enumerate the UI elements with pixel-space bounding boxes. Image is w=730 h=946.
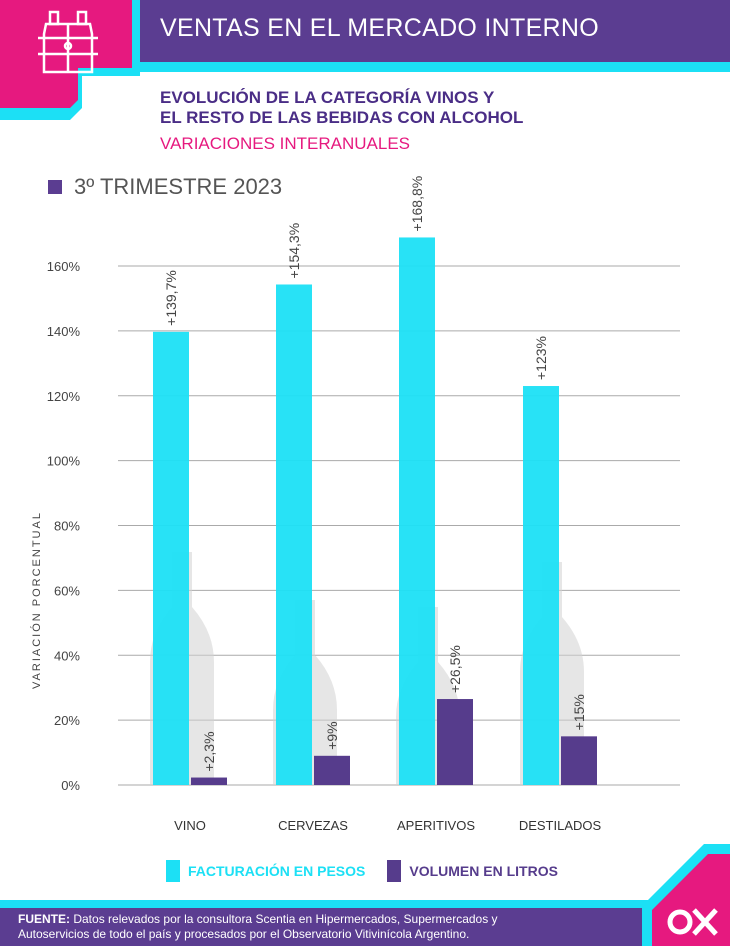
data-label: +139,7% <box>163 270 179 326</box>
data-label: +168,8% <box>409 176 425 232</box>
y-axis-title: VARIACIÓN PORCENTUAL <box>30 511 43 689</box>
page-title: VENTAS EN EL MERCADO INTERNO <box>160 14 600 42</box>
data-label: +2,3% <box>201 731 217 771</box>
legend-item-volumen: VOLUMEN EN LITROS <box>387 860 558 882</box>
legend-label-volumen: VOLUMEN EN LITROS <box>409 863 558 879</box>
footer-bar <box>0 908 730 946</box>
bar-volumen <box>191 777 227 785</box>
x-tick-label: VINO <box>174 818 206 833</box>
wine-bottles-icon <box>0 0 140 120</box>
period-swatch <box>48 180 62 194</box>
legend-item-facturacion: FACTURACIÓN EN PESOS <box>166 860 365 882</box>
subtitle-line-2: EL RESTO DE LAS BEBIDAS CON ALCOHOL <box>160 108 524 127</box>
y-tick-label: 60% <box>54 583 80 598</box>
bar-facturacion <box>523 386 559 785</box>
variations-label: VARIACIONES INTERANUALES <box>160 134 411 153</box>
y-tick-label: 120% <box>47 389 81 404</box>
y-tick-label: 80% <box>54 519 80 534</box>
data-label: +26,5% <box>447 645 463 693</box>
x-tick-label: APERITIVOS <box>397 818 475 833</box>
x-tick-label: DESTILADOS <box>519 818 602 833</box>
footer-accent-stripe <box>0 900 730 908</box>
legend-label-facturacion: FACTURACIÓN EN PESOS <box>188 863 366 879</box>
y-tick-label: 0% <box>61 778 80 793</box>
header-accent-stripe <box>0 62 730 72</box>
bar-facturacion <box>399 237 435 785</box>
data-label: +123% <box>533 336 549 380</box>
y-tick-label: 40% <box>54 648 80 663</box>
source-note: FUENTE: Datos relevados por la consultor… <box>18 912 498 942</box>
legend-swatch-facturacion <box>166 860 180 882</box>
period-legend: 3º TRIMESTRE 2023 <box>48 174 282 200</box>
chart-legend: FACTURACIÓN EN PESOS VOLUMEN EN LITROS <box>166 860 580 882</box>
subtitle-line-1: EVOLUCIÓN DE LA CATEGORÍA VINOS Y <box>160 88 495 107</box>
y-tick-label: 140% <box>47 324 81 339</box>
data-label: +9% <box>324 721 340 749</box>
source-text: Datos relevados por la consultora Scenti… <box>18 912 498 941</box>
ovx-logo-icon <box>642 844 730 946</box>
data-label: +15% <box>571 694 587 730</box>
bar-volumen <box>561 736 597 785</box>
bar-facturacion <box>153 331 189 785</box>
data-label: +154,3% <box>286 223 302 279</box>
source-label: FUENTE: <box>18 912 70 926</box>
y-tick-label: 100% <box>47 454 81 469</box>
y-tick-label: 20% <box>54 713 80 728</box>
x-tick-label: CERVEZAS <box>278 818 348 833</box>
period-label: 3º TRIMESTRE 2023 <box>74 174 283 199</box>
bar-facturacion <box>276 284 312 785</box>
bar-volumen <box>314 755 350 785</box>
bar-volumen <box>437 699 473 785</box>
y-tick-label: 160% <box>47 259 81 274</box>
legend-swatch-volumen <box>387 860 402 882</box>
